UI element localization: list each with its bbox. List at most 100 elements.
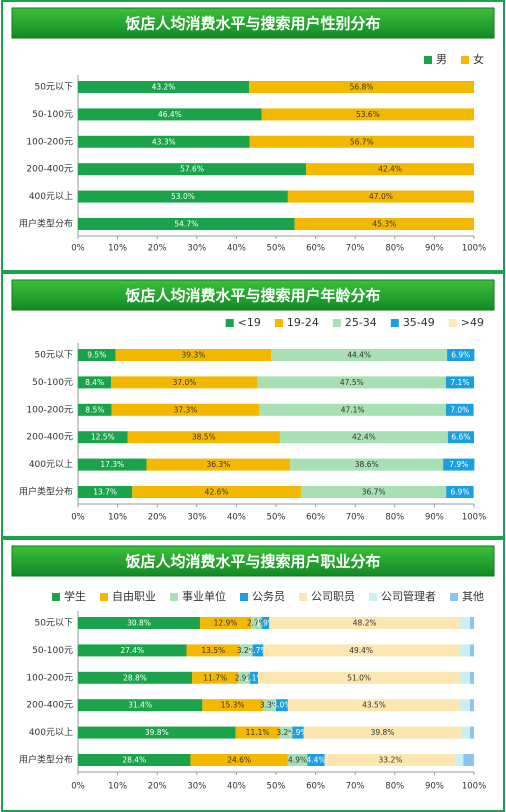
y-tick-label: 100-200元 (26, 673, 73, 683)
x-tick-label: 0% (71, 782, 85, 792)
value-label: 45.3% (372, 220, 396, 229)
x-tick-label: 20% (148, 782, 167, 792)
bar-segment (78, 81, 250, 93)
value-label: 2.7% (247, 619, 266, 628)
y-tick-label: 用户类型分布 (19, 486, 73, 498)
bar-segment (78, 617, 200, 629)
legend: 男女 (424, 52, 484, 66)
legend-label: 公司管理者 (381, 589, 436, 603)
legend-swatch (299, 593, 307, 601)
bar-segment (78, 376, 112, 389)
value-label: 7.0% (450, 405, 469, 414)
x-tick-label: 70% (346, 513, 365, 523)
value-label: 3.2% (237, 646, 256, 655)
legend-swatch (225, 319, 234, 327)
legend-label: 公务员 (252, 590, 285, 603)
x-tick-label: 0% (71, 244, 85, 254)
bar-segment (263, 644, 459, 657)
legend-swatch (332, 319, 341, 327)
value-label: 57.6% (180, 165, 204, 174)
y-tick-label: 50-100元 (32, 110, 73, 120)
bar-segment (249, 81, 474, 93)
legend-label: <19 (238, 316, 261, 329)
value-label: 8.4% (85, 378, 104, 387)
legend-swatch (369, 593, 377, 601)
legend-label: 公司职员 (311, 590, 355, 603)
x-tick-label: 40% (227, 782, 246, 792)
value-label: 49.4% (349, 646, 373, 655)
chart-title: 饭店人均消费水平与搜索用户性别分布 (124, 15, 380, 33)
bar-segment (287, 190, 474, 203)
bar-segment (78, 218, 295, 230)
bar-segment (463, 754, 474, 766)
value-label: 37.3% (174, 405, 198, 414)
value-label: 7.9% (449, 460, 468, 469)
x-tick-label: 30% (187, 244, 206, 254)
value-label: 13.7% (93, 488, 117, 497)
value-label: 11.1% (246, 728, 270, 737)
bar-segment (271, 349, 448, 361)
bar-segment (446, 486, 474, 498)
y-tick-label: 200-400元 (26, 701, 73, 711)
x-tick-label: 90% (425, 782, 444, 792)
value-label: 4.4% (306, 756, 325, 765)
value-label: 8.5% (85, 405, 104, 414)
value-label: 43.3% (152, 137, 176, 146)
bar-segment (447, 431, 474, 444)
legend-swatch (390, 319, 399, 327)
bar-segment (132, 486, 301, 498)
bar-segment (115, 349, 272, 361)
y-tick-label: 50元以下 (35, 83, 73, 93)
value-label: 12.5% (91, 433, 115, 442)
x-tick-label: 70% (346, 244, 365, 254)
value-label: 53.0% (171, 192, 195, 201)
bar-segment (258, 671, 461, 684)
x-tick-label: 60% (306, 782, 325, 792)
bar-segment (127, 431, 280, 444)
x-tick-label: 80% (385, 513, 404, 523)
bar-segment (202, 699, 263, 712)
bar-segment (460, 699, 471, 712)
y-tick-label: 400元以上 (29, 191, 73, 202)
value-label: 36.3% (206, 460, 230, 469)
bar-segment (324, 754, 457, 766)
value-label: 44.4% (347, 351, 371, 360)
chart-title: 饭店人均消费水平与搜索用户年龄分布 (124, 287, 380, 305)
legend-label: >49 (461, 316, 484, 329)
value-label: 42.6% (205, 488, 229, 497)
y-tick-label: 200-400元 (26, 165, 73, 175)
bar-segment (447, 349, 475, 361)
bar-segment (303, 726, 462, 739)
value-label: 30.8% (127, 619, 151, 628)
bar-segment (78, 431, 128, 444)
value-label: 37.0% (173, 378, 197, 387)
value-label: 47.5% (340, 378, 364, 387)
value-label: 2.9% (235, 673, 254, 682)
legend: <19 19-24 25-34 35-49 >49 (225, 316, 484, 329)
value-label: 3.0% (272, 701, 291, 710)
value-label: 27.4% (120, 646, 144, 655)
bar-segment (257, 376, 446, 389)
x-tick-label: 20% (148, 513, 167, 523)
bar-segment (146, 458, 291, 471)
bar-segment (235, 726, 280, 739)
x-tick-label: 0% (71, 513, 85, 523)
bar-segment (287, 754, 308, 766)
bar-segment (78, 108, 262, 121)
title-banner (11, 279, 495, 311)
bar-segment (78, 726, 236, 739)
bar-segment (78, 458, 147, 471)
value-label: 2.1% (244, 673, 263, 682)
bar-segment (276, 699, 288, 712)
value-label: 11.7% (203, 673, 227, 682)
y-tick-label: 400元以上 (29, 459, 73, 470)
bar-segment (259, 403, 446, 416)
bar-segment (186, 644, 240, 657)
bar-segment (78, 349, 116, 361)
y-tick-label: 400元以上 (29, 727, 73, 738)
value-label: 3.3% (260, 701, 279, 710)
bar-segment (261, 108, 474, 121)
value-label: 46.4% (158, 110, 182, 119)
bar-segment (445, 403, 474, 416)
value-label: 42.4% (352, 433, 376, 442)
